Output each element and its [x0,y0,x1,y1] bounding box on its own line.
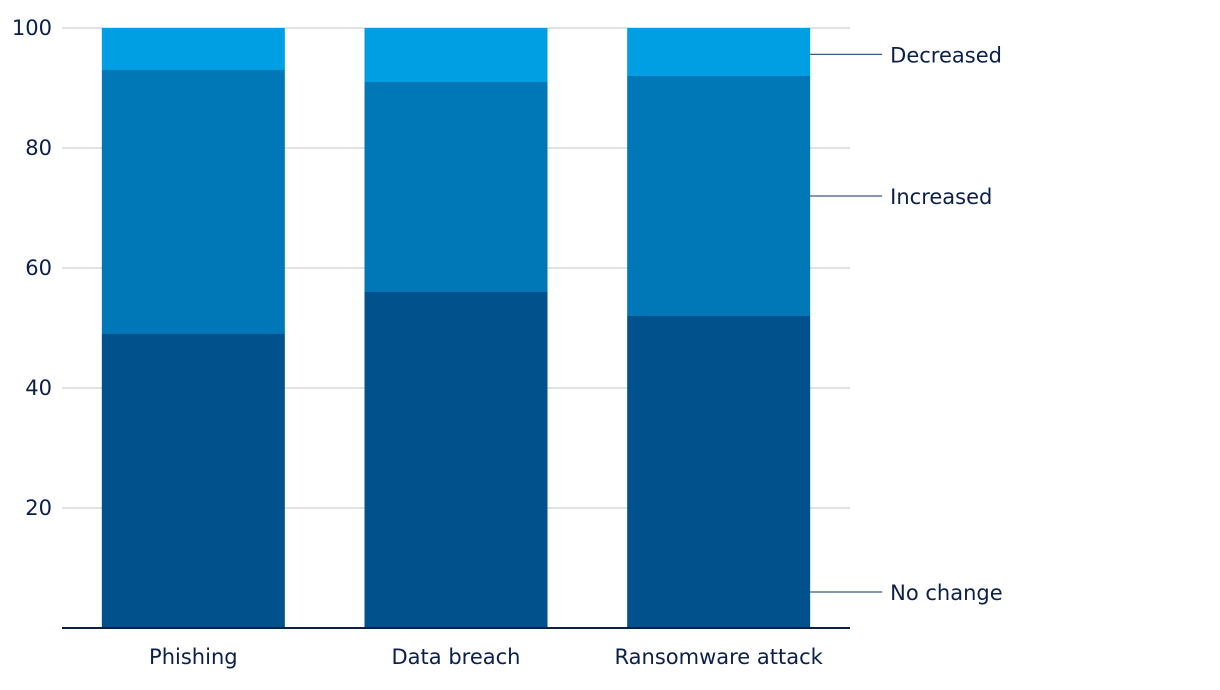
bar-segment-increased-phishing [101,70,285,334]
x-tick-label: Data breach [392,645,521,669]
bar-segment-decreased-phishing [101,28,285,70]
bars [101,28,811,628]
legend: No change Increased Decreased [810,43,1003,605]
axes: 20 40 60 80 100 Phishing Data breach Ransomware… [12,16,850,669]
x-tick-label: Ransomware attack [615,645,824,669]
bar-segment-no-change-ransomware-attack [627,316,811,628]
bar-segment-increased-data-breach [364,82,548,292]
legend-label-no-change: No change [890,581,1003,605]
y-tick-label: 60 [25,256,52,280]
bar-segment-no-change-data-breach [364,292,548,628]
y-tick-label: 80 [25,136,52,160]
y-tick-label: 100 [12,16,52,40]
legend-label-decreased: Decreased [890,43,1002,67]
legend-label-increased: Increased [890,185,992,209]
bar-segment-decreased-ransomware-attack [627,28,811,76]
y-tick-label: 20 [25,496,52,520]
x-tick-label: Phishing [149,645,238,669]
bar-segment-decreased-data-breach [364,28,548,82]
y-tick-label: 40 [25,376,52,400]
bar-segment-increased-ransomware-attack [627,76,811,316]
bar-segment-no-change-phishing [101,334,285,628]
